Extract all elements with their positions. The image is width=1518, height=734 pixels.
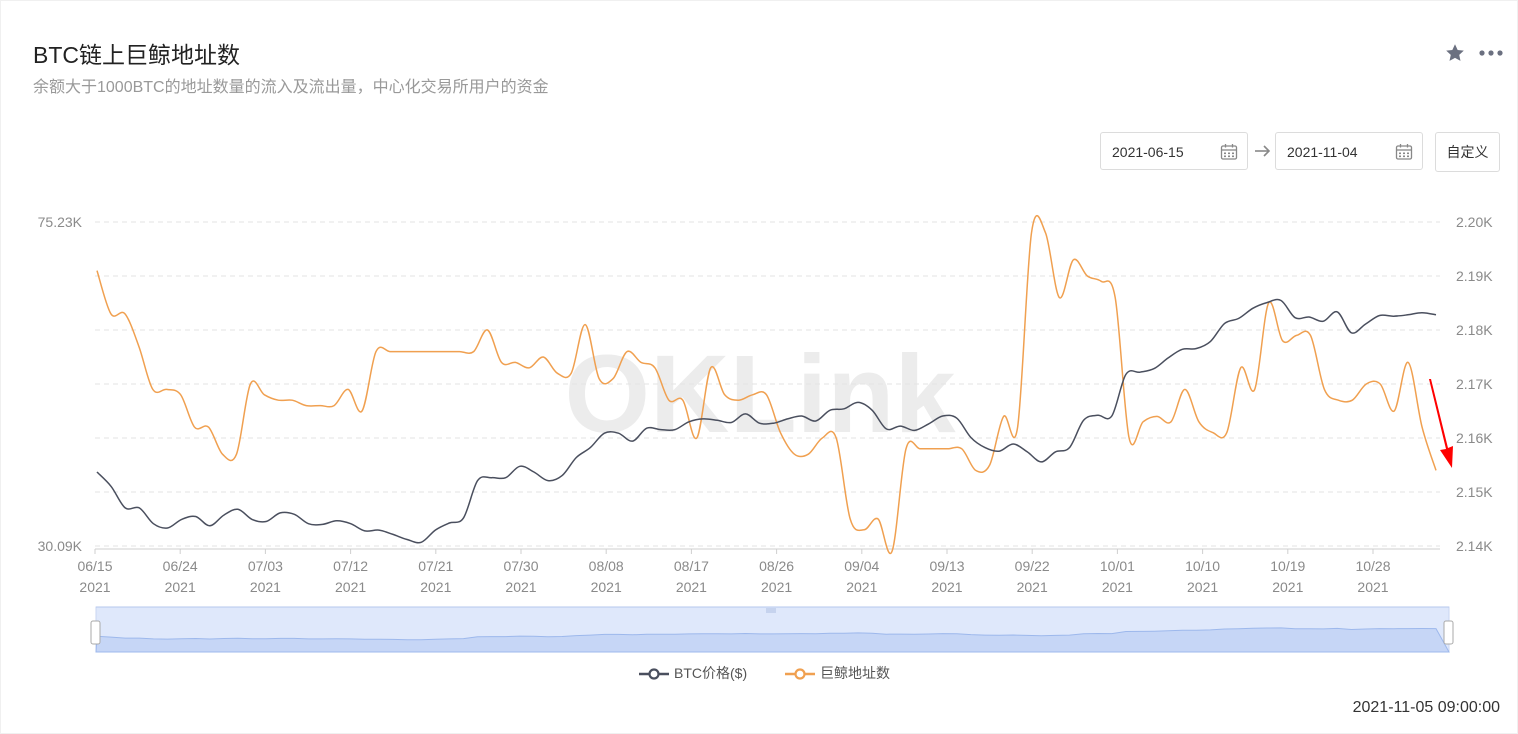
x-axis-tick-year: 2021 xyxy=(165,579,196,595)
x-axis-tick-label: 10/28 xyxy=(1355,558,1390,574)
zoom-handle-right[interactable] xyxy=(1443,620,1454,645)
x-axis-tick-year: 2021 xyxy=(1017,579,1048,595)
chart-area: OKLink 2.20K 2.19K 2.18K 2.17K 2.16K 2.15K 2.14… xyxy=(38,214,1493,653)
x-axis-tick-year: 2021 xyxy=(250,579,281,595)
watermark-text: OKLink xyxy=(564,333,956,456)
x-axis-tick-label: 06/24 xyxy=(163,558,198,574)
legend-line-icon xyxy=(785,668,815,680)
right-axis-tick-label: 2.17K xyxy=(1456,376,1493,392)
x-axis-tick-year: 2021 xyxy=(1272,579,1303,595)
x-axis-tick-label: 10/10 xyxy=(1185,558,1220,574)
x-axis-tick-year: 2021 xyxy=(79,579,110,595)
x-axis-tick-label: 06/15 xyxy=(77,558,112,574)
right-axis-tick-label: 2.14K xyxy=(1456,538,1493,554)
x-axis-tick-label: 08/17 xyxy=(674,558,709,574)
x-axis-tick-label: 10/19 xyxy=(1270,558,1305,574)
update-timestamp: 2021-11-05 09:00:00 xyxy=(1352,699,1500,716)
legend-label-whale: 巨鲸地址数 xyxy=(820,665,890,681)
x-axis-tick-label: 08/26 xyxy=(759,558,794,574)
right-axis-tick-label: 2.18K xyxy=(1456,322,1493,338)
x-axis-tick-year: 2021 xyxy=(1102,579,1133,595)
x-axis-tick-label: 07/12 xyxy=(333,558,368,574)
zoom-drag-handle[interactable] xyxy=(766,608,776,613)
legend: BTC价格($) 巨鲸地址数 xyxy=(0,660,1518,684)
zoom-handle-left[interactable] xyxy=(90,620,101,645)
x-axis-tick-year: 2021 xyxy=(1357,579,1388,595)
start-date-value: 2021-06-15 xyxy=(1112,144,1184,160)
x-axis-tick-label: 10/01 xyxy=(1100,558,1135,574)
left-axis-tick-label: 30.09K xyxy=(38,538,83,554)
right-axis-tick-label: 2.15K xyxy=(1456,484,1493,500)
end-date-value: 2021-11-04 xyxy=(1287,144,1358,160)
x-axis-tick-label: 07/30 xyxy=(503,558,538,574)
more-icon[interactable] xyxy=(1478,42,1504,64)
x-axis-tick-label: 09/13 xyxy=(929,558,964,574)
legend-item-whale[interactable]: 巨鲸地址数 xyxy=(784,663,890,683)
x-axis-tick-year: 2021 xyxy=(1187,579,1218,595)
x-axis-tick-label: 07/21 xyxy=(418,558,453,574)
right-axis-tick-label: 2.20K xyxy=(1456,214,1493,230)
custom-range-button[interactable]: 自定义 xyxy=(1435,132,1500,172)
arrow-right-icon xyxy=(1255,145,1271,157)
zoom-slider-preview xyxy=(95,627,1450,653)
legend-item-btc[interactable]: BTC价格($) xyxy=(638,663,747,683)
x-axis-tick-year: 2021 xyxy=(676,579,707,595)
red-annotation-arrow xyxy=(1429,379,1453,468)
legend-line-icon xyxy=(639,668,669,680)
page-subtitle: 余额大于1000BTC的地址数量的流入及流出量，中心化交易所用户的资金 xyxy=(33,79,549,96)
x-axis-tick-year: 2021 xyxy=(505,579,536,595)
x-axis-tick-year: 2021 xyxy=(846,579,877,595)
series-line-btc-price xyxy=(96,298,1437,544)
start-date-input[interactable]: 2021-06-15 xyxy=(1100,132,1248,170)
series-line-whale-addresses xyxy=(96,215,1437,555)
end-date-input[interactable]: 2021-11-04 xyxy=(1275,132,1423,170)
calendar-icon[interactable] xyxy=(1395,143,1413,161)
page-title: BTC链上巨鲸地址数 xyxy=(33,42,240,68)
x-axis-tick-year: 2021 xyxy=(591,579,622,595)
star-icon[interactable] xyxy=(1444,42,1466,64)
x-axis-tick-label: 08/08 xyxy=(589,558,624,574)
x-axis-tick-label: 07/03 xyxy=(248,558,283,574)
legend-label-btc: BTC价格($) xyxy=(674,665,748,681)
x-axis-tick-label: 09/22 xyxy=(1015,558,1050,574)
x-axis-tick-label: 09/04 xyxy=(844,558,879,574)
calendar-icon[interactable] xyxy=(1220,143,1238,161)
x-axis-tick-year: 2021 xyxy=(335,579,366,595)
left-axis-tick-label: 75.23K xyxy=(38,214,83,230)
x-axis-tick-year: 2021 xyxy=(420,579,451,595)
right-axis-tick-label: 2.16K xyxy=(1456,430,1493,446)
right-axis-tick-label: 2.19K xyxy=(1456,268,1493,284)
x-axis-tick-year: 2021 xyxy=(931,579,962,595)
x-axis-tick-year: 2021 xyxy=(761,579,792,595)
